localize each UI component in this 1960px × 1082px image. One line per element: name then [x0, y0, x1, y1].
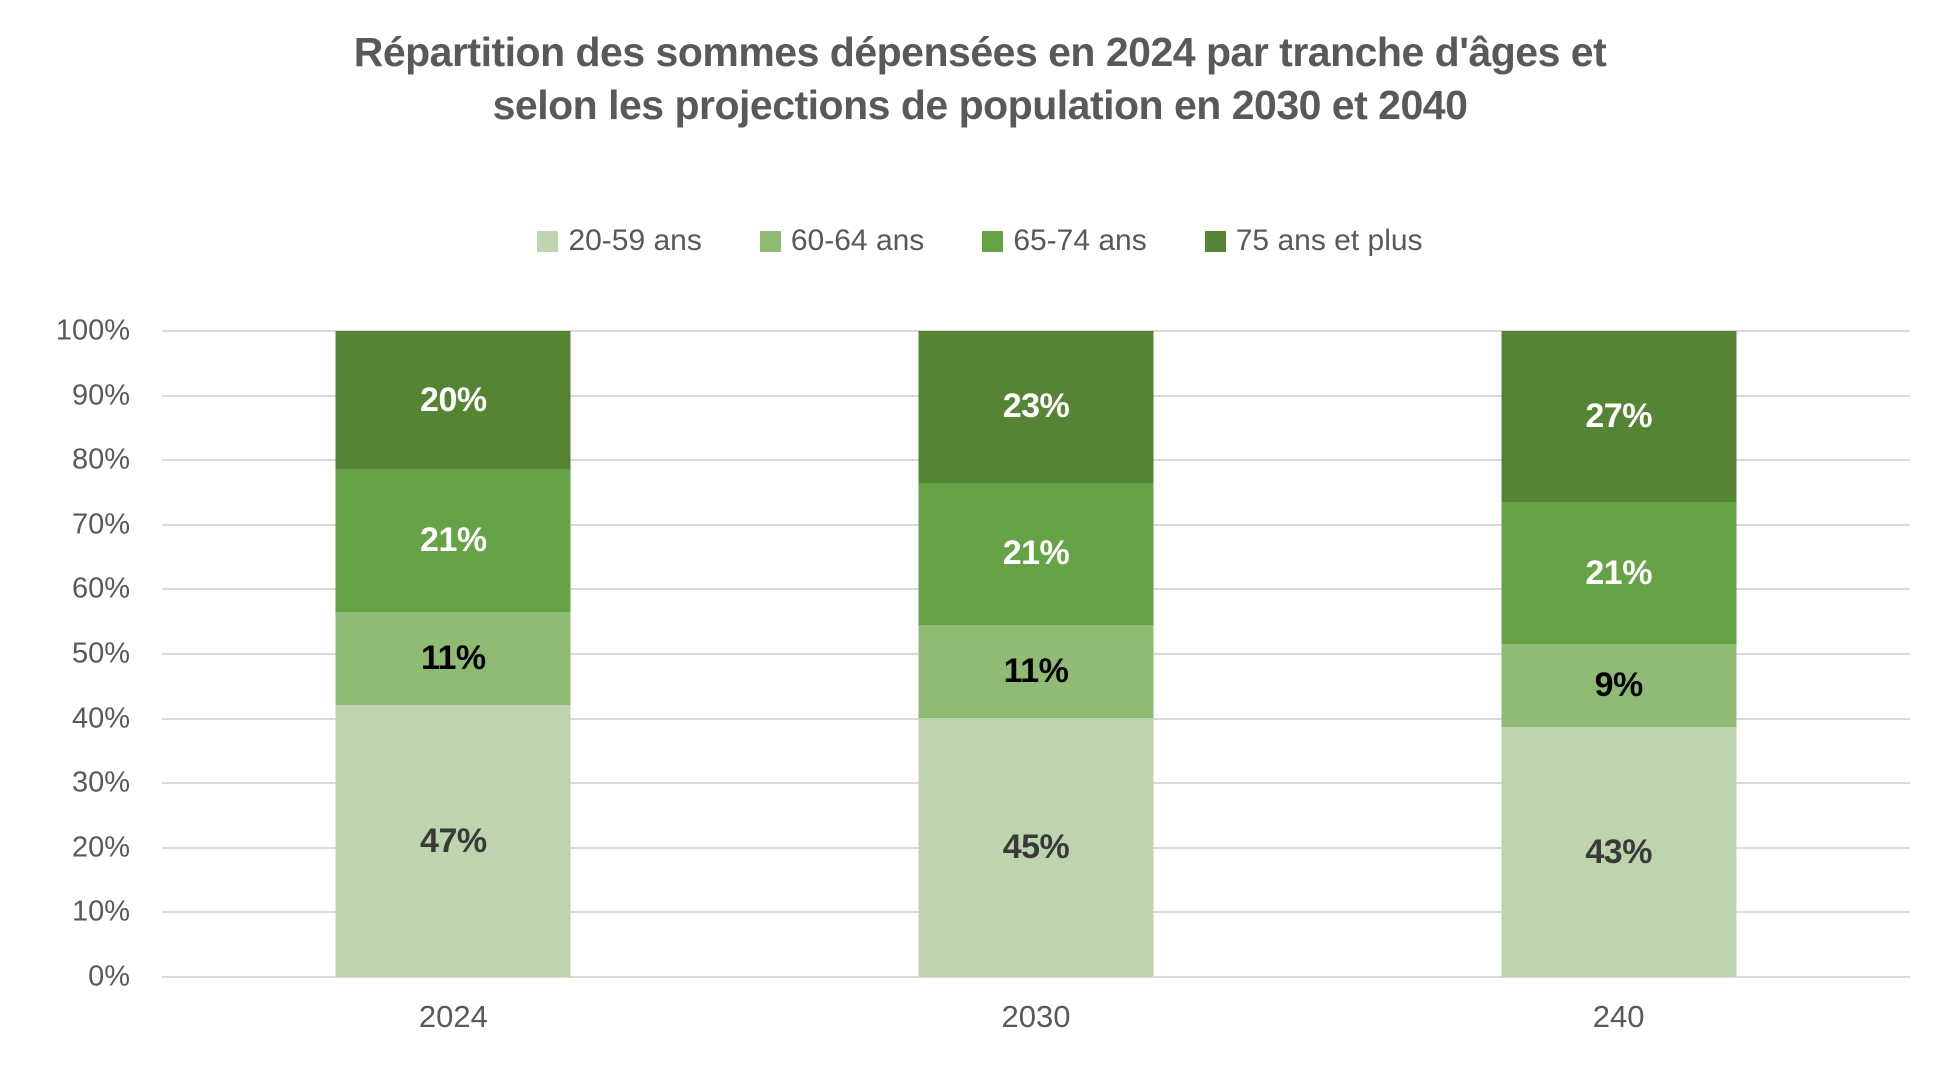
legend-swatch-icon — [1204, 230, 1226, 252]
y-tick-label: 50% — [71, 637, 130, 670]
legend-swatch-icon — [537, 230, 559, 252]
legend-label: 60-64 ans — [790, 224, 925, 257]
data-label: 20% — [420, 380, 487, 419]
legend: 20-59 ans 60-64 ans 65-74 ans 75 ans et plu… — [0, 224, 1960, 258]
chart-title-line1: Répartition des sommes dépensées en 2024… — [353, 29, 1607, 75]
legend-item: 60-64 ans — [759, 224, 925, 258]
stacked-bar: 45% 11% 21% 23% — [918, 330, 1154, 977]
plot-columns: 47% 11% 21% 20% 2024 45% 11% 21% 23% 2030 43% 9% 21%… — [162, 330, 1910, 1034]
data-label: 11% — [1003, 651, 1069, 690]
bar-segment: 27% — [1501, 331, 1737, 503]
y-tick-label: 60% — [71, 572, 130, 605]
legend-item: 75 ans et plus — [1204, 224, 1423, 258]
data-label: 45% — [1002, 827, 1070, 866]
category-column: 45% 11% 21% 23% 2030 — [745, 330, 1328, 1034]
legend-label: 20-59 ans — [568, 224, 702, 257]
data-label: 21% — [1585, 553, 1652, 592]
bar-segment: 11% — [918, 624, 1154, 718]
data-label: 11% — [420, 639, 486, 678]
y-tick-label: 100% — [55, 314, 130, 347]
legend-swatch-icon — [982, 230, 1004, 252]
legend-swatch-icon — [759, 230, 781, 252]
bar-segment: 21% — [335, 469, 571, 612]
y-tick-label: 80% — [71, 443, 130, 476]
y-axis-labels: 0% 10% 20% 30% 40% 50% 60% 70% 80% 90% 100% — [0, 315, 130, 993]
bar-segment: 43% — [1501, 727, 1737, 977]
category-column: 43% 9% 21% 27% 240 — [1327, 331, 1910, 1034]
legend-label: 75 ans et plus — [1235, 224, 1423, 257]
legend-item: 65-74 ans — [982, 224, 1147, 258]
chart-title-line2: selon les projections de population en 2… — [492, 82, 1468, 129]
stacked-bar: 43% 9% 21% 27% — [1501, 331, 1737, 977]
bar-segment: 20% — [335, 331, 571, 469]
category-column: 47% 11% 21% 20% 2024 — [162, 331, 745, 1034]
data-label: 21% — [420, 520, 487, 559]
bar-segment: 21% — [918, 482, 1154, 625]
bar-segment: 23% — [918, 330, 1154, 483]
bar-segment: 45% — [918, 717, 1154, 977]
data-label: 9% — [1594, 666, 1644, 705]
y-tick-label: 70% — [71, 508, 130, 541]
data-label: 47% — [420, 821, 487, 860]
x-tick-label: 2024 — [418, 999, 488, 1034]
data-label: 21% — [1002, 534, 1070, 573]
data-label: 43% — [1585, 832, 1652, 871]
stacked-bar: 47% 11% 21% 20% — [335, 331, 571, 977]
legend-item: 20-59 ans — [537, 224, 702, 258]
y-tick-label: 0% — [88, 960, 130, 993]
y-tick-label: 10% — [71, 895, 130, 928]
chart-title: Répartition des sommes dépensées en 2024… — [0, 26, 1960, 133]
y-tick-label: 20% — [71, 831, 130, 864]
y-tick-label: 30% — [71, 766, 130, 799]
data-label: 27% — [1585, 397, 1652, 436]
legend-label: 65-74 ans — [1013, 224, 1147, 257]
y-tick-label: 90% — [71, 379, 130, 412]
y-tick-label: 40% — [71, 702, 130, 735]
bar-segment: 9% — [1501, 644, 1737, 728]
bar-segment: 21% — [1501, 502, 1737, 645]
x-tick-label: 240 — [1592, 999, 1645, 1034]
x-tick-label: 2030 — [1001, 999, 1071, 1034]
plot-area: 47% 11% 21% 20% 2024 45% 11% 21% 23% 2030 43% 9% 21%… — [162, 330, 1910, 1034]
bar-segment: 11% — [335, 611, 571, 706]
gridline — [162, 976, 1910, 978]
data-label: 23% — [1002, 387, 1070, 426]
bar-segment: 47% — [335, 705, 571, 977]
